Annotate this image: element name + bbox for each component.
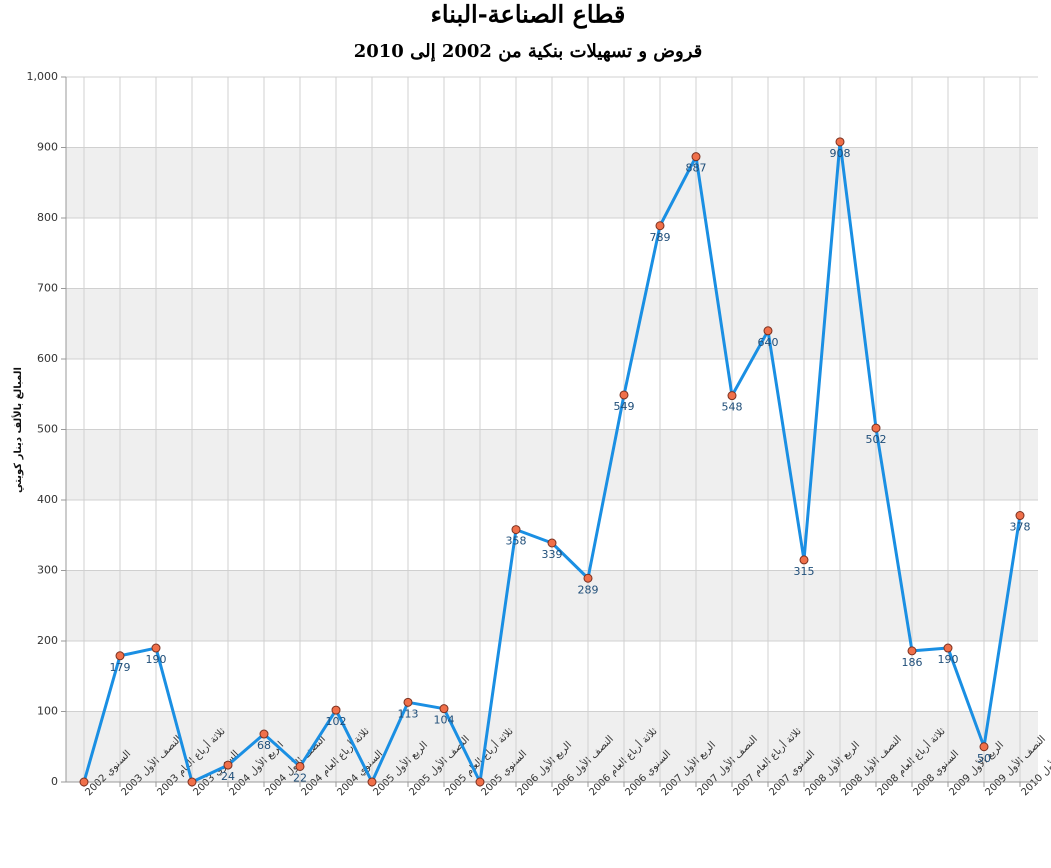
value-label: 502	[866, 433, 887, 446]
value-label: 190	[146, 653, 167, 666]
marker	[835, 137, 845, 147]
marker	[403, 697, 413, 707]
chart-subtitle: قروض و تسهيلات بنكية من 2002 إلى 2010	[354, 41, 703, 62]
marker	[655, 221, 665, 231]
marker	[871, 423, 881, 433]
value-label: 548	[722, 401, 743, 414]
marker	[799, 555, 809, 565]
marker	[547, 538, 557, 548]
value-label: 68	[257, 739, 271, 752]
value-label: 358	[506, 535, 527, 548]
marker	[223, 760, 233, 770]
chart-title: قطاع الصناعة-البناء	[431, 0, 626, 30]
value-label: 339	[542, 548, 563, 561]
marker	[511, 525, 521, 535]
marker	[979, 742, 989, 752]
y-tick-label: 0	[51, 775, 58, 788]
marker	[331, 705, 341, 715]
value-label: 315	[794, 565, 815, 578]
marker	[907, 646, 917, 656]
marker	[115, 651, 125, 661]
y-axis-title: المبالغ بالألف دينار كويتي	[11, 367, 24, 493]
value-label: 24	[221, 770, 235, 783]
value-label: 640	[758, 336, 779, 349]
y-tick-label: 900	[37, 141, 58, 154]
value-label: 22	[293, 771, 307, 784]
y-tick-label: 1,000	[27, 70, 59, 83]
value-label: 186	[902, 656, 923, 669]
marker	[151, 643, 161, 653]
value-label: 104	[434, 714, 455, 727]
value-label: 549	[614, 400, 635, 413]
marker	[79, 777, 89, 787]
value-label: 102	[326, 715, 347, 728]
y-tick-label: 100	[37, 705, 58, 718]
y-tick-label: 200	[37, 634, 58, 647]
value-label: 190	[938, 653, 959, 666]
value-label: 289	[578, 583, 599, 596]
y-tick-label: 400	[37, 493, 58, 506]
value-label: 179	[110, 661, 131, 674]
value-label: 113	[398, 707, 419, 720]
marker	[619, 390, 629, 400]
marker	[763, 326, 773, 336]
value-label: 789	[650, 231, 671, 244]
marker	[259, 729, 269, 739]
marker	[187, 777, 197, 787]
value-label: 378	[1010, 521, 1031, 534]
y-tick-label: 800	[37, 211, 58, 224]
y-tick-label: 600	[37, 352, 58, 365]
marker	[1015, 511, 1025, 521]
y-tick-label: 700	[37, 282, 58, 295]
value-label: 50	[977, 752, 991, 765]
y-tick-label: 300	[37, 564, 58, 577]
marker	[295, 761, 305, 771]
marker	[367, 777, 377, 787]
value-label: 887	[686, 162, 707, 175]
value-label: 908	[830, 147, 851, 160]
marker	[943, 643, 953, 653]
marker	[691, 152, 701, 162]
marker	[583, 573, 593, 583]
y-tick-label: 500	[37, 423, 58, 436]
marker	[475, 777, 485, 787]
marker	[727, 391, 737, 401]
marker	[439, 704, 449, 714]
